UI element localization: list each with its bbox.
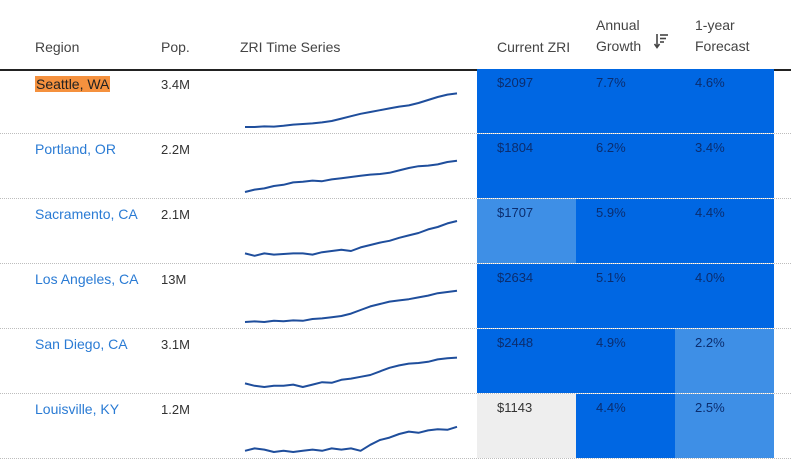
zri-sparkline [240,199,465,263]
current-zri-cell: $2448 [477,329,576,393]
population-value: 2.2M [161,142,190,157]
current-zri-cell: $2097 [477,69,576,133]
sparkline-chart [244,425,458,453]
forecast-cell: 2.2% [675,329,774,393]
sparkline-series [244,356,458,388]
annual-growth-cell: 5.1% [576,264,675,328]
current-zri-cell: $1804 [477,134,576,198]
sparkline-chart [244,220,458,257]
current-zri-cell: $1707 [477,199,576,263]
table-row[interactable]: San Diego, CA 3.1M $2448 4.9% 2.2% [0,329,791,394]
table-row[interactable]: Seattle, WA 3.4M $2097 7.7% 4.6% [0,69,791,134]
forecast-cell: 4.6% [675,69,774,133]
annual-growth-cell: 7.7% [576,69,675,133]
population-value: 3.1M [161,337,190,352]
zri-sparkline [240,134,465,198]
population-value: 13M [161,272,187,287]
annual-growth-cell: 6.2% [576,134,675,198]
forecast-cell: 4.4% [675,199,774,263]
table-row[interactable]: Sacramento, CA 2.1M $1707 5.9% 4.4% [0,199,791,264]
population-value: 2.1M [161,207,190,222]
region-link[interactable]: Louisville, KY [35,399,145,420]
region-name: Seattle, WA [35,76,111,92]
region-link[interactable]: Portland, OR [35,139,145,160]
forecast-cell: 4.0% [675,264,774,328]
sparkline-series [244,220,458,257]
current-zri-cell: $1143 [477,394,576,458]
zri-sparkline [240,264,465,328]
population-value: 3.4M [161,77,190,92]
sparkline-series [244,289,458,323]
region-name: Los Angeles, CA [35,271,139,287]
region-link[interactable]: San Diego, CA [35,334,145,355]
annual-growth-label-line2: Growth [596,38,642,54]
annual-growth-cell: 4.9% [576,329,675,393]
table-row[interactable]: Portland, OR 2.2M $1804 6.2% 3.4% [0,134,791,199]
region-link[interactable]: Los Angeles, CA [35,269,145,290]
table-row[interactable]: Los Angeles, CA 13M $2634 5.1% 4.0% [0,264,791,329]
region-name: Sacramento, CA [35,206,138,222]
forecast-cell: 2.5% [675,394,774,458]
forecast-column-header[interactable]: 1-year Forecast [695,15,749,57]
sparkline-chart [245,92,458,128]
annual-growth-label-line1: Annual [596,17,640,33]
current-zri-column-header[interactable]: Current ZRI [497,39,571,55]
table-row[interactable]: Louisville, KY 1.2M $1143 4.4% 2.5% [0,394,791,459]
region-name: Louisville, KY [35,401,120,417]
sparkline-series [244,425,458,453]
zri-sparkline [240,329,465,393]
table-body: Seattle, WA 3.4M $2097 7.7% 4.6% Portland, OR… [0,69,791,459]
annual-growth-cell: 4.4% [576,394,675,458]
zri-time-series-column-header[interactable]: ZRI Time Series [240,39,341,55]
sparkline-chart [244,289,458,323]
annual-growth-cell: 5.9% [576,199,675,263]
region-name: San Diego, CA [35,336,128,352]
table-header: Region Pop. ZRI Time Series Current ZRI … [0,0,791,71]
zri-sparkline [240,69,465,133]
sparkline-series [245,92,458,128]
region-link[interactable]: Sacramento, CA [35,204,145,225]
region-link[interactable]: Seattle, WA [35,74,145,95]
annual-growth-column-header[interactable]: Annual Growth [596,15,641,57]
forecast-label-line2: Forecast [695,38,750,54]
zri-sparkline [240,394,465,458]
current-zri-cell: $2634 [477,264,576,328]
sparkline-chart [244,159,458,193]
region-column-header[interactable]: Region [35,39,80,55]
population-column-header[interactable]: Pop. [161,39,190,55]
forecast-label-line1: 1-year [695,17,735,33]
forecast-cell: 3.4% [675,134,774,198]
sparkline-chart [244,356,458,388]
sort-descending-icon[interactable] [654,33,668,49]
region-name: Portland, OR [35,141,116,157]
sparkline-series [244,159,458,193]
population-value: 1.2M [161,402,190,417]
